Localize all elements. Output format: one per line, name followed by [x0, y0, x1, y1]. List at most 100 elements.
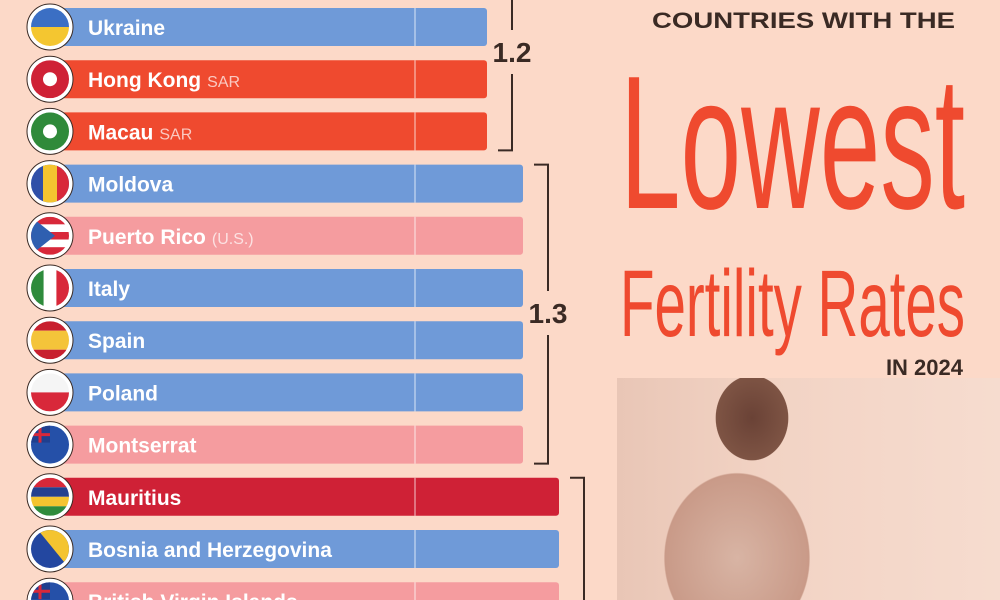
- group-bracket: 1.2: [493, 0, 532, 152]
- flag-stripe: [31, 506, 69, 516]
- flag-stripe: [31, 27, 69, 46]
- bar-row: Bosnia and Herzegovina: [26, 525, 559, 573]
- puerto-rico-flag-icon: [31, 216, 69, 255]
- country-label: Moldova: [88, 174, 173, 197]
- country-label: Poland: [88, 382, 158, 405]
- country-label: Mauritius: [88, 487, 181, 510]
- mauritius-flag-icon: [31, 477, 69, 516]
- bar: [55, 425, 523, 464]
- bar-row: Puerto Rico (U.S.): [26, 212, 523, 260]
- country-label: Italy: [88, 278, 130, 301]
- flag-stripe: [56, 269, 69, 307]
- bar-row: Montserrat: [26, 421, 523, 469]
- bracket-line: [534, 163, 549, 465]
- bosnia-flag-icon: [31, 530, 69, 568]
- bar-row: Ukraine: [26, 3, 487, 51]
- country-label: Macau SAR: [88, 121, 192, 144]
- bar: [55, 8, 487, 46]
- group-value-label: 1.3: [529, 298, 568, 329]
- country-name: Italy: [88, 278, 130, 301]
- country-name: Hong Kong: [88, 69, 201, 92]
- bar-row: Hong Kong SAR: [26, 55, 487, 103]
- country-name: Mauritius: [88, 487, 181, 510]
- flag-emblem: [43, 124, 57, 139]
- flag-stripe: [31, 321, 69, 331]
- poland-flag-icon: [31, 373, 69, 412]
- flag-stripe: [31, 477, 69, 488]
- flag-stripe: [31, 239, 69, 248]
- country-name: Bosnia and Herzegovina: [88, 539, 332, 562]
- flag-stripe: [31, 373, 69, 393]
- country-name: Ukraine: [88, 17, 165, 40]
- country-label: Puerto Rico (U.S.): [88, 226, 254, 249]
- title-main: Lowest: [620, 37, 965, 249]
- spain-flag-icon: [31, 321, 69, 360]
- bar: [55, 321, 523, 360]
- country-name: Macau: [88, 121, 153, 144]
- ukraine-flag-icon: [31, 8, 69, 46]
- country-name: Moldova: [88, 174, 173, 197]
- title-year: IN 2024: [886, 355, 964, 380]
- bar: [55, 373, 523, 412]
- bar: [55, 60, 487, 99]
- flag-emblem: [43, 72, 57, 87]
- mother-child-photo: [617, 378, 1000, 600]
- country-name: Puerto Rico: [88, 226, 206, 249]
- flag-stripe: [31, 392, 69, 412]
- country-name: Poland: [88, 382, 158, 405]
- country-label: Hong Kong SAR: [88, 69, 240, 92]
- country-name: Spain: [88, 330, 145, 353]
- flag-stripe: [31, 487, 69, 497]
- bar: [55, 269, 523, 307]
- bar-row: Italy: [26, 264, 523, 312]
- hong-kong-flag-icon: [31, 60, 69, 99]
- group-bracket: 1.3: [529, 163, 568, 465]
- country-suffix: SAR: [207, 74, 240, 91]
- montserrat-flag-icon: [31, 425, 69, 464]
- flag-stripe: [31, 216, 69, 225]
- flag-stripe: [43, 164, 57, 203]
- moldova-flag-icon: [31, 164, 69, 203]
- flag-triangle: [31, 216, 55, 255]
- flag-stripe: [31, 496, 69, 507]
- bar: [55, 530, 559, 568]
- flag-triangle: [38, 530, 69, 568]
- flag-stripe: [31, 330, 69, 350]
- country-label: Montserrat: [88, 435, 197, 458]
- flag-stripe: [31, 224, 69, 232]
- country-label: British Virgin Islands: [88, 591, 298, 600]
- bar: [55, 477, 559, 516]
- bar-row: Moldova: [26, 160, 523, 208]
- bar-row: Mauritius: [26, 473, 559, 521]
- country-label: Bosnia and Herzegovina: [88, 539, 332, 562]
- flag-stripe: [57, 164, 69, 203]
- group-bracket: [570, 476, 585, 600]
- italy-flag-icon: [31, 269, 69, 307]
- bar: [55, 164, 523, 203]
- country-name: British Virgin Islands: [88, 591, 298, 600]
- flag-stripe: [31, 247, 69, 255]
- title-kicker: COUNTRIES WITH THE: [652, 8, 955, 33]
- flag-stripe: [43, 269, 57, 307]
- title-sub: Fertility Rates: [620, 251, 965, 357]
- bar-row: Poland: [26, 368, 523, 416]
- flag-stripe: [31, 8, 69, 27]
- bar-row: Spain: [26, 316, 523, 364]
- bar: [55, 112, 487, 151]
- country-label: Spain: [88, 330, 145, 353]
- bar: [55, 216, 523, 255]
- country-suffix: (U.S.): [212, 231, 254, 248]
- bracket-line: [498, 0, 513, 152]
- group-value-label: 1.2: [493, 37, 532, 68]
- bar-row: Macau SAR: [26, 107, 487, 155]
- country-label: Ukraine: [88, 17, 165, 40]
- flag-stripe: [31, 349, 69, 360]
- bar: [55, 582, 559, 600]
- bar-row: British Virgin Islands: [26, 577, 559, 600]
- country-name: Montserrat: [88, 435, 197, 458]
- bracket-line: [570, 476, 585, 600]
- macau-flag-icon: [31, 112, 69, 151]
- flag-stripe: [31, 269, 44, 307]
